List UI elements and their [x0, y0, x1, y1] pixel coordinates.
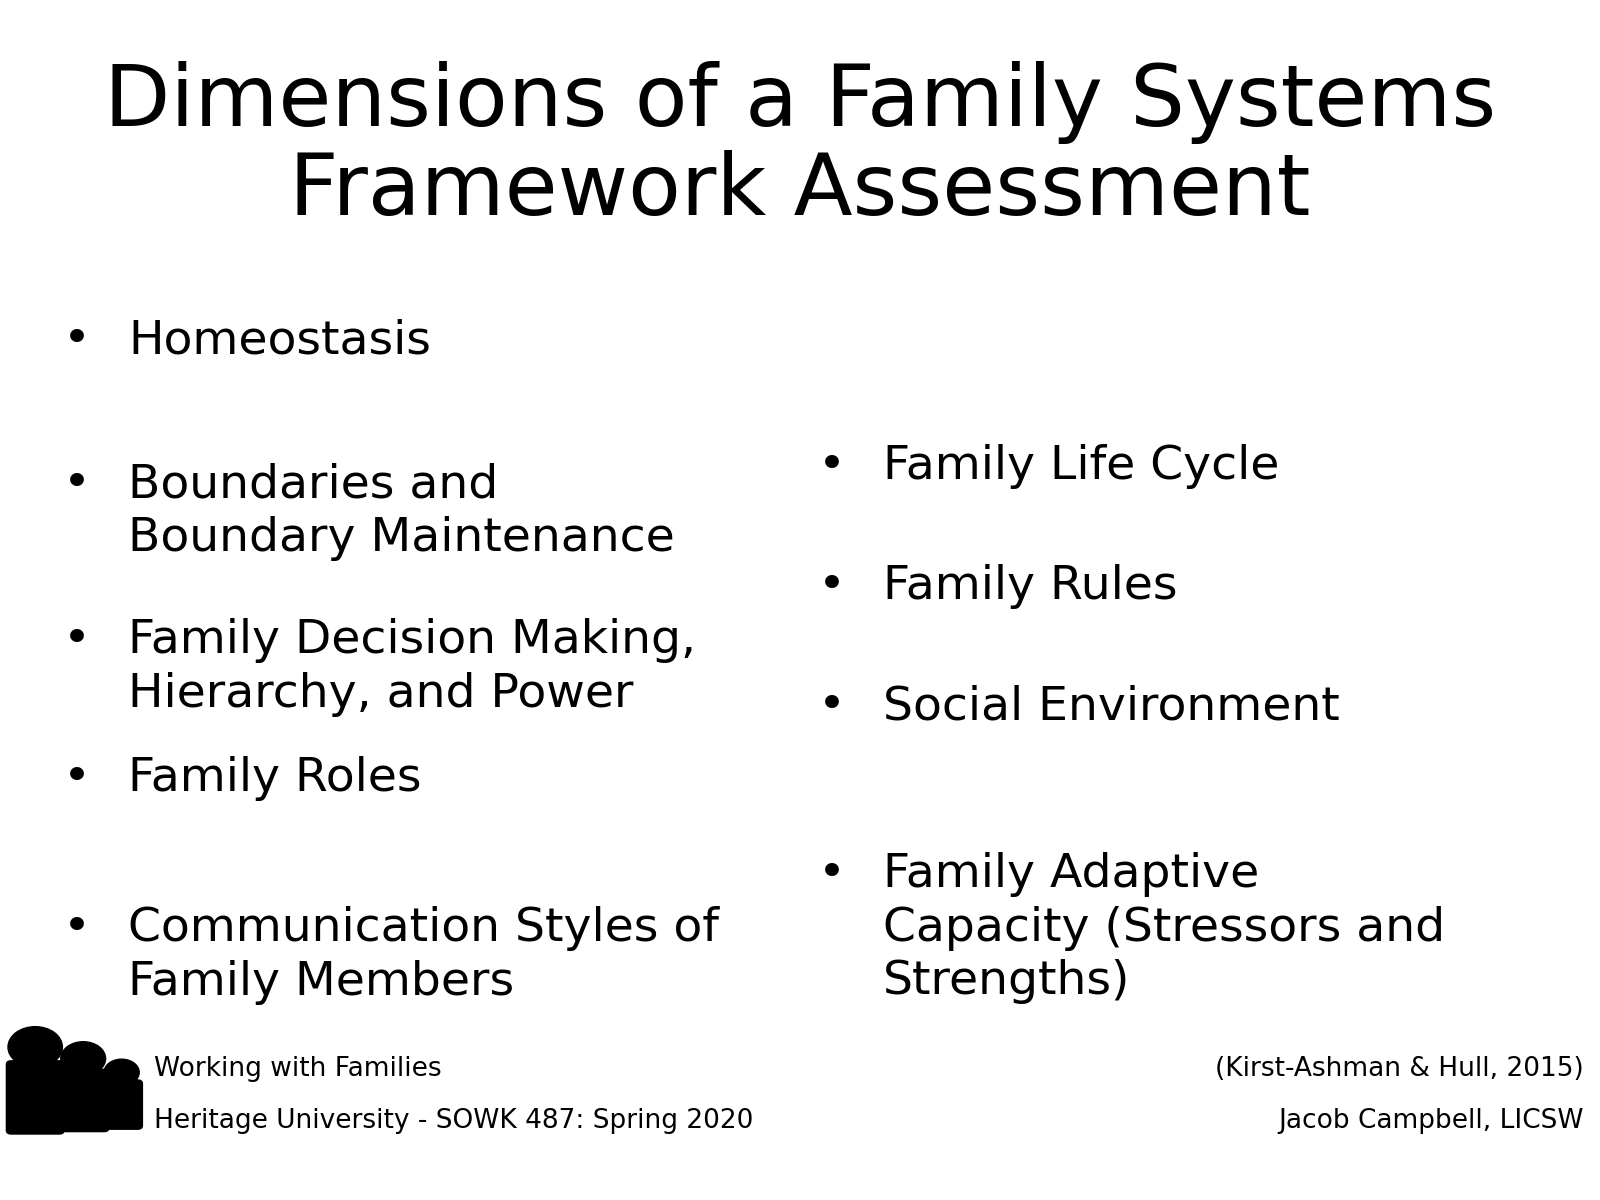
Text: •: •	[818, 684, 846, 728]
Circle shape	[61, 1042, 106, 1075]
Text: Working with Families: Working with Families	[154, 1056, 442, 1082]
Text: •: •	[818, 852, 846, 898]
Circle shape	[8, 1027, 62, 1068]
FancyBboxPatch shape	[58, 1069, 109, 1132]
Text: Family Life Cycle: Family Life Cycle	[883, 444, 1280, 490]
Text: Family Decision Making,
Hierarchy, and Power: Family Decision Making, Hierarchy, and P…	[128, 618, 696, 716]
Text: Dimensions of a Family Systems: Dimensions of a Family Systems	[104, 60, 1496, 144]
Text: Jacob Campbell, LICSW: Jacob Campbell, LICSW	[1278, 1108, 1584, 1134]
Text: •: •	[818, 444, 846, 490]
Text: Heritage University - SOWK 487: Spring 2020: Heritage University - SOWK 487: Spring 2…	[154, 1108, 754, 1134]
Text: Family Roles: Family Roles	[128, 756, 421, 802]
FancyBboxPatch shape	[101, 1080, 142, 1129]
Text: Social Environment: Social Environment	[883, 684, 1339, 728]
Text: Family Rules: Family Rules	[883, 564, 1178, 608]
Circle shape	[104, 1060, 139, 1086]
Text: Framework Assessment: Framework Assessment	[290, 150, 1310, 234]
Text: •: •	[62, 906, 91, 950]
Text: (Kirst-Ashman & Hull, 2015): (Kirst-Ashman & Hull, 2015)	[1216, 1056, 1584, 1082]
Text: Homeostasis: Homeostasis	[128, 318, 430, 362]
Text: Boundaries and
Boundary Maintenance: Boundaries and Boundary Maintenance	[128, 462, 675, 560]
Text: •: •	[818, 564, 846, 608]
Text: •: •	[62, 756, 91, 802]
Text: •: •	[62, 462, 91, 506]
Text: Family Adaptive
Capacity (Stressors and
Strengths): Family Adaptive Capacity (Stressors and …	[883, 852, 1445, 1004]
Text: •: •	[62, 318, 91, 362]
Text: •: •	[62, 618, 91, 662]
FancyBboxPatch shape	[6, 1061, 64, 1134]
Text: Communication Styles of
Family Members: Communication Styles of Family Members	[128, 906, 718, 1004]
